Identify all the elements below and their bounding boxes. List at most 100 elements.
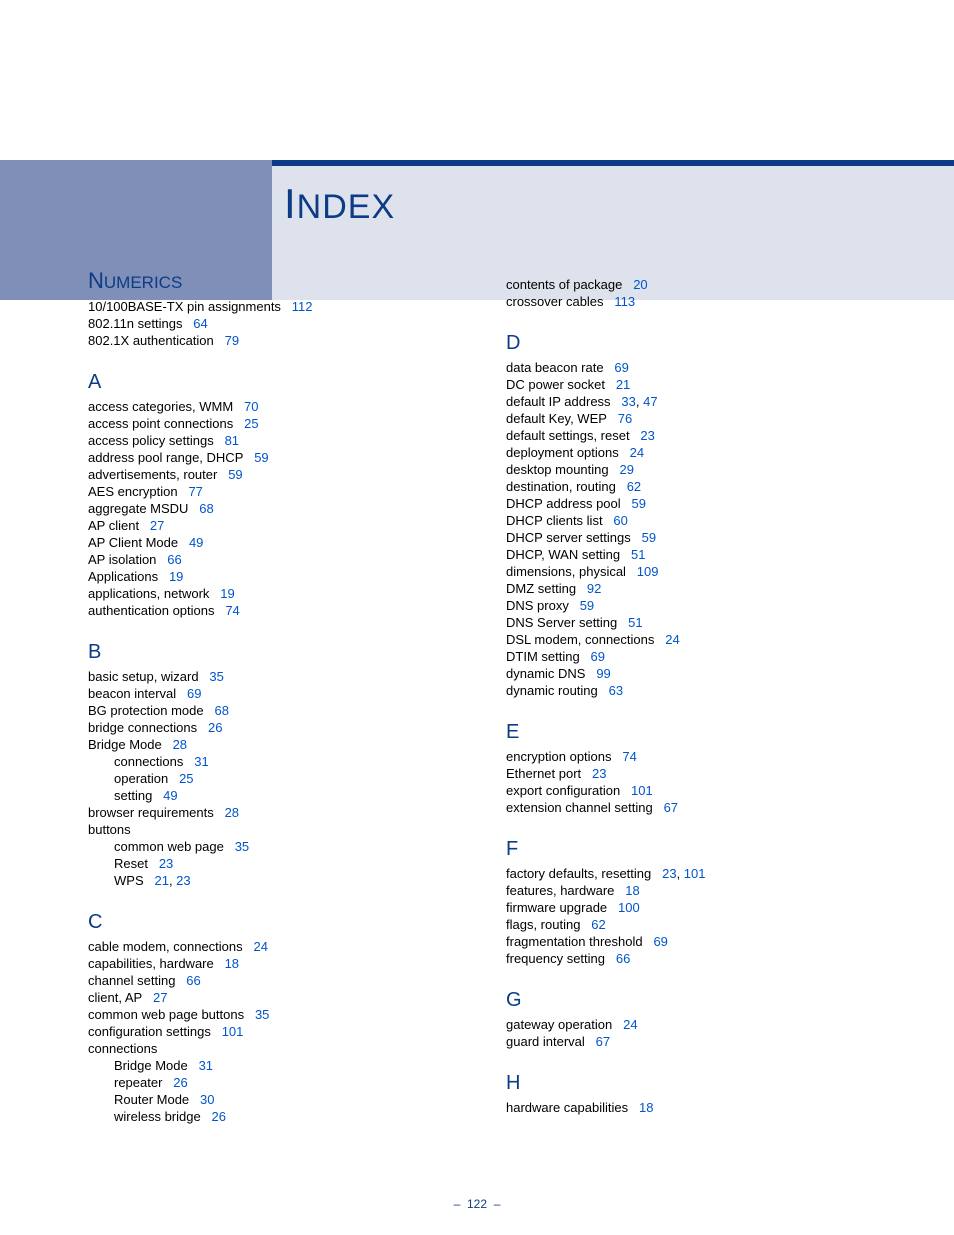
page-link[interactable]: 35 (255, 1007, 269, 1022)
page-link[interactable]: 28 (173, 737, 187, 752)
index-entry: advertisements, router 59 (88, 466, 468, 483)
page-link[interactable]: 74 (225, 603, 239, 618)
index-entry-label: crossover cables (506, 294, 604, 309)
page-link[interactable]: 20 (633, 277, 647, 292)
index-entry-label: DNS proxy (506, 598, 569, 613)
page-link[interactable]: 66 (167, 552, 181, 567)
page-link[interactable]: 23 (159, 856, 173, 871)
page-link[interactable]: 23 (592, 766, 606, 781)
page-link[interactable]: 62 (591, 917, 605, 932)
page-link[interactable]: 19 (220, 586, 234, 601)
page-link[interactable]: 79 (225, 333, 239, 348)
section-heading: NUMERICS (88, 268, 468, 294)
page-link[interactable]: 31 (199, 1058, 213, 1073)
page-link[interactable]: 49 (189, 535, 203, 550)
page-link[interactable]: 47 (643, 394, 657, 409)
index-entry: dynamic DNS 99 (506, 665, 886, 682)
page-link[interactable]: 28 (225, 805, 239, 820)
page-link[interactable]: 18 (225, 956, 239, 971)
index-entry-label: capabilities, hardware (88, 956, 214, 971)
index-entry: DNS Server setting 51 (506, 614, 886, 631)
index-entry-label: gateway operation (506, 1017, 612, 1032)
page-link[interactable]: 69 (591, 649, 605, 664)
page-link[interactable]: 69 (653, 934, 667, 949)
page-link[interactable]: 24 (665, 632, 679, 647)
page-link[interactable]: 66 (186, 973, 200, 988)
page-link[interactable]: 26 (212, 1109, 226, 1124)
page-link[interactable]: 51 (631, 547, 645, 562)
page-link[interactable]: 100 (618, 900, 640, 915)
page-link[interactable]: 30 (200, 1092, 214, 1107)
index-entry: capabilities, hardware 18 (88, 955, 468, 972)
page-link[interactable]: 35 (235, 839, 249, 854)
page-link[interactable]: 26 (208, 720, 222, 735)
page-link[interactable]: 62 (627, 479, 641, 494)
page-link[interactable]: 25 (179, 771, 193, 786)
page-link[interactable]: 24 (630, 445, 644, 460)
page-link[interactable]: 29 (619, 462, 633, 477)
index-entry: address pool range, DHCP 59 (88, 449, 468, 466)
page-link[interactable]: 68 (199, 501, 213, 516)
page-link[interactable]: 109 (637, 564, 659, 579)
page-link[interactable]: 25 (244, 416, 258, 431)
index-entry: default settings, reset 23 (506, 427, 886, 444)
page-link[interactable]: 33 (621, 394, 635, 409)
page-link[interactable]: 101 (222, 1024, 244, 1039)
page-link[interactable]: 59 (642, 530, 656, 545)
page-link[interactable]: 24 (254, 939, 268, 954)
page-link[interactable]: 27 (150, 518, 164, 533)
page-link[interactable]: 59 (580, 598, 594, 613)
page-link[interactable]: 23 (176, 873, 190, 888)
page-link[interactable]: 63 (609, 683, 623, 698)
index-entry-label: DC power socket (506, 377, 605, 392)
page-link[interactable]: 99 (596, 666, 610, 681)
page-link[interactable]: 21 (154, 873, 168, 888)
page-link[interactable]: 27 (153, 990, 167, 1005)
page-link[interactable]: 18 (639, 1100, 653, 1115)
page-link[interactable]: 24 (623, 1017, 637, 1032)
page-link[interactable]: 66 (616, 951, 630, 966)
page-link[interactable]: 77 (188, 484, 202, 499)
index-entry-label: browser requirements (88, 805, 214, 820)
page-link[interactable]: 59 (632, 496, 646, 511)
header-block: INDEX (0, 80, 954, 220)
page-link[interactable]: 68 (214, 703, 228, 718)
index-entry-label: dimensions, physical (506, 564, 626, 579)
page-link[interactable]: 74 (622, 749, 636, 764)
page-link[interactable]: 31 (194, 754, 208, 769)
page-link[interactable]: 59 (228, 467, 242, 482)
index-entry-label: operation (114, 771, 168, 786)
page-link[interactable]: 70 (244, 399, 258, 414)
page-link[interactable]: 21 (616, 377, 630, 392)
page-link[interactable]: 60 (613, 513, 627, 528)
index-entry-label: dynamic routing (506, 683, 598, 698)
index-entry-label: DHCP, WAN setting (506, 547, 620, 562)
index-entry-label: 802.1X authentication (88, 333, 214, 348)
page-link[interactable]: 113 (614, 294, 635, 309)
index-entry-label: client, AP (88, 990, 142, 1005)
page-link[interactable]: 49 (163, 788, 177, 803)
page-link[interactable]: 76 (618, 411, 632, 426)
page-link[interactable]: 69 (614, 360, 628, 375)
page-link[interactable]: 18 (625, 883, 639, 898)
page-link[interactable]: 112 (292, 299, 313, 314)
page-link[interactable]: 69 (187, 686, 201, 701)
index-entry-label: configuration settings (88, 1024, 211, 1039)
content-columns: NUMERICS10/100BASE-TX pin assignments 11… (88, 268, 888, 1125)
page-link[interactable]: 101 (684, 866, 706, 881)
footer-dash: – (454, 1197, 461, 1211)
page-link[interactable]: 67 (664, 800, 678, 815)
page-link[interactable]: 26 (173, 1075, 187, 1090)
page-link[interactable]: 101 (631, 783, 653, 798)
page-link[interactable]: 59 (254, 450, 268, 465)
page-link[interactable]: 64 (193, 316, 207, 331)
page-link[interactable]: 51 (628, 615, 642, 630)
page-link[interactable]: 81 (225, 433, 239, 448)
page-link[interactable]: 67 (596, 1034, 610, 1049)
page-link[interactable]: 92 (587, 581, 601, 596)
page-link[interactable]: 23 (640, 428, 654, 443)
index-entry: Bridge Mode 31 (88, 1057, 468, 1074)
page-link[interactable]: 35 (209, 669, 223, 684)
page-link[interactable]: 19 (169, 569, 183, 584)
page-link[interactable]: 23 (662, 866, 676, 881)
